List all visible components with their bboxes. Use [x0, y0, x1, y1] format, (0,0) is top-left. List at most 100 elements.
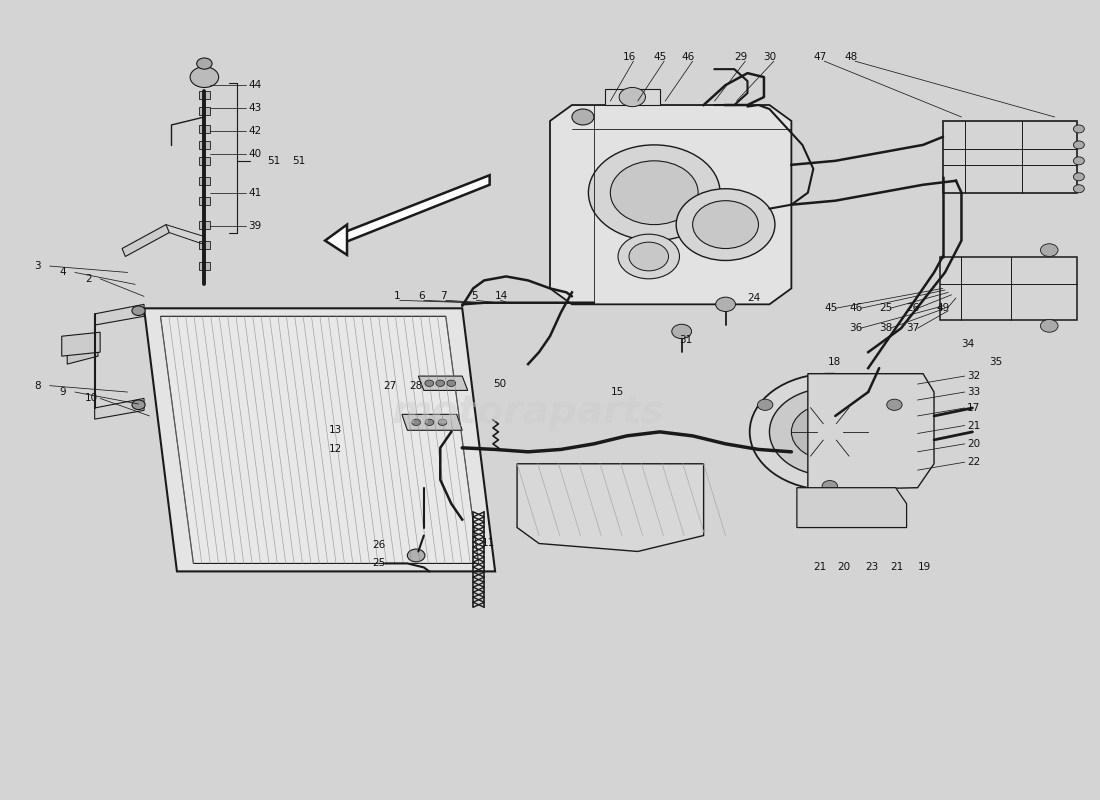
Polygon shape	[326, 225, 346, 255]
Circle shape	[1074, 141, 1085, 149]
Text: 36: 36	[849, 323, 862, 334]
Text: motoraparts: motoraparts	[392, 393, 664, 431]
Text: 14: 14	[495, 291, 508, 302]
Polygon shape	[161, 316, 478, 563]
Text: 19: 19	[917, 562, 931, 573]
Polygon shape	[402, 414, 462, 430]
Circle shape	[425, 419, 433, 426]
Circle shape	[132, 306, 145, 315]
Circle shape	[407, 549, 425, 562]
Text: 18: 18	[827, 357, 840, 366]
Circle shape	[132, 400, 145, 410]
Text: 51: 51	[267, 156, 280, 166]
Polygon shape	[122, 225, 169, 257]
Bar	[199, 241, 210, 249]
Text: 4: 4	[59, 267, 66, 278]
Bar	[199, 91, 210, 99]
Bar	[199, 197, 210, 205]
Text: 6: 6	[418, 291, 425, 302]
Bar	[199, 177, 210, 185]
Text: 21: 21	[813, 562, 826, 573]
Text: 3: 3	[34, 261, 41, 271]
Text: 45: 45	[653, 52, 667, 62]
Bar	[199, 221, 210, 229]
Bar	[199, 262, 210, 270]
Bar	[199, 125, 210, 133]
Circle shape	[887, 399, 902, 410]
Text: 37: 37	[906, 323, 920, 334]
Polygon shape	[95, 398, 144, 419]
Circle shape	[1041, 319, 1058, 332]
Circle shape	[438, 419, 447, 426]
Circle shape	[1074, 185, 1085, 193]
Circle shape	[425, 380, 433, 386]
Text: 43: 43	[249, 103, 262, 114]
Text: 49: 49	[936, 303, 949, 314]
Text: 48: 48	[844, 52, 857, 62]
Text: 26: 26	[372, 540, 385, 550]
Polygon shape	[939, 257, 1077, 320]
Text: 16: 16	[623, 52, 636, 62]
Circle shape	[619, 87, 646, 106]
Text: 32: 32	[967, 371, 980, 381]
Text: 38: 38	[879, 323, 892, 334]
Text: 22: 22	[967, 457, 980, 467]
Polygon shape	[550, 105, 791, 304]
Circle shape	[758, 399, 773, 410]
Text: 50: 50	[493, 379, 506, 389]
Polygon shape	[943, 121, 1077, 193]
Text: 46: 46	[682, 52, 695, 62]
Text: 45: 45	[824, 303, 837, 314]
Circle shape	[447, 380, 455, 386]
Text: 51: 51	[293, 156, 306, 166]
Circle shape	[816, 422, 843, 442]
Polygon shape	[796, 488, 906, 527]
Text: 35: 35	[989, 357, 1002, 366]
Text: 41: 41	[249, 188, 262, 198]
Circle shape	[693, 201, 759, 249]
Text: 27: 27	[383, 381, 396, 390]
Circle shape	[190, 66, 219, 87]
Circle shape	[750, 374, 910, 490]
Text: 28: 28	[409, 381, 422, 390]
Bar	[199, 157, 210, 165]
Text: 25: 25	[372, 558, 385, 569]
Text: 7: 7	[440, 291, 447, 302]
Text: 46: 46	[849, 303, 862, 314]
Text: 10: 10	[85, 394, 98, 403]
Text: 13: 13	[329, 426, 342, 435]
Text: 8: 8	[34, 381, 41, 390]
Circle shape	[791, 404, 868, 460]
Text: 23: 23	[865, 562, 878, 573]
Text: 20: 20	[837, 562, 850, 573]
Circle shape	[572, 109, 594, 125]
Circle shape	[822, 481, 837, 492]
Circle shape	[197, 58, 212, 69]
Text: 2: 2	[85, 274, 91, 284]
Circle shape	[1074, 157, 1085, 165]
Polygon shape	[418, 376, 468, 390]
Circle shape	[676, 189, 774, 261]
Circle shape	[629, 242, 669, 271]
Polygon shape	[62, 332, 100, 356]
Circle shape	[716, 297, 736, 311]
Circle shape	[672, 324, 692, 338]
Bar	[199, 107, 210, 115]
Text: 11: 11	[482, 538, 495, 549]
Text: 21: 21	[967, 421, 980, 430]
Text: 5: 5	[471, 291, 477, 302]
Text: 42: 42	[249, 126, 262, 136]
Circle shape	[436, 380, 444, 386]
Text: 9: 9	[59, 387, 66, 397]
Circle shape	[769, 388, 890, 476]
Circle shape	[610, 161, 698, 225]
Text: 33: 33	[967, 387, 980, 397]
Polygon shape	[807, 374, 934, 490]
Text: 44: 44	[249, 80, 262, 90]
Text: 26: 26	[906, 303, 920, 314]
Text: 30: 30	[763, 52, 776, 62]
Bar	[199, 141, 210, 149]
Polygon shape	[605, 89, 660, 105]
Text: 40: 40	[249, 150, 262, 159]
Text: 1: 1	[394, 291, 400, 302]
